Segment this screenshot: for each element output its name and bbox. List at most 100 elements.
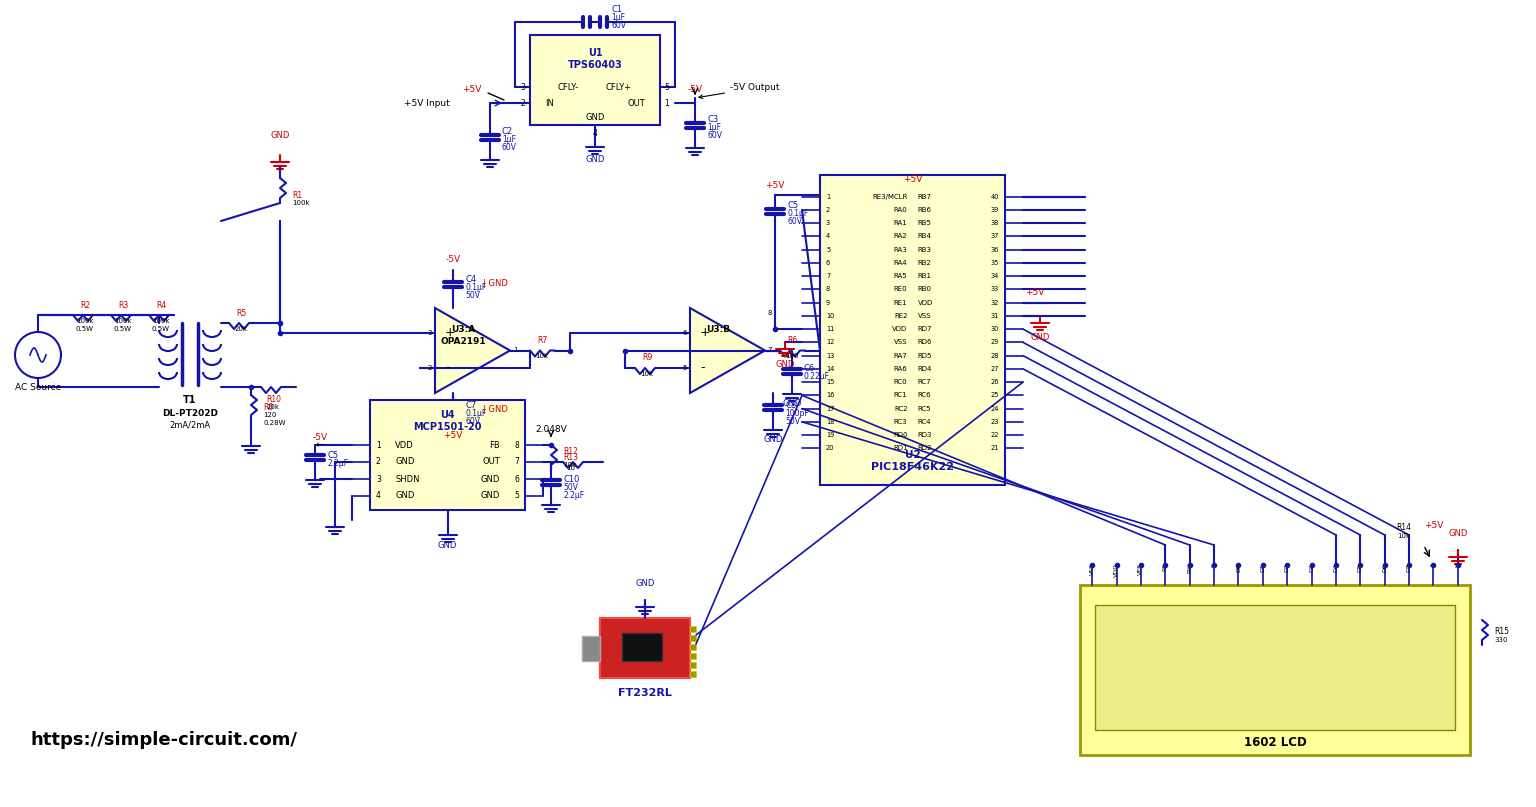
Text: A: A — [1432, 563, 1436, 567]
Text: GND: GND — [481, 491, 501, 500]
Text: RE0: RE0 — [894, 286, 908, 292]
Text: GND: GND — [585, 112, 605, 122]
Text: 2.048V: 2.048V — [535, 425, 567, 434]
Text: D3: D3 — [1309, 563, 1315, 572]
Text: RC5: RC5 — [917, 406, 931, 412]
Text: 36: 36 — [991, 247, 998, 253]
Text: 2: 2 — [429, 365, 432, 371]
Text: 38: 38 — [991, 220, 998, 226]
Text: RC0: RC0 — [894, 379, 908, 385]
Text: R3: R3 — [118, 300, 127, 310]
Bar — [1095, 605, 1455, 730]
Text: 50V: 50V — [564, 483, 578, 492]
Text: 7: 7 — [768, 348, 773, 353]
Text: DL-PT202D: DL-PT202D — [161, 408, 218, 417]
Text: | GND: | GND — [482, 279, 508, 288]
Text: -: - — [700, 362, 705, 374]
Text: GND: GND — [636, 579, 654, 587]
Text: D2: D2 — [1284, 563, 1290, 572]
Text: R5: R5 — [237, 308, 247, 317]
Bar — [1080, 585, 1470, 755]
Text: 31: 31 — [991, 313, 998, 319]
Text: -5V: -5V — [688, 86, 702, 94]
Text: GND: GND — [776, 360, 794, 369]
Text: RB0: RB0 — [917, 286, 931, 292]
Text: GND: GND — [1448, 529, 1467, 537]
Text: 19: 19 — [826, 432, 834, 438]
Text: 100pF: 100pF — [785, 408, 809, 417]
Text: 60V: 60V — [611, 20, 627, 30]
Text: VEE: VEE — [1138, 563, 1143, 575]
Text: 1µF: 1µF — [611, 12, 625, 22]
Text: 10k: 10k — [564, 462, 576, 468]
Text: RE2: RE2 — [894, 313, 908, 319]
Text: RB4: RB4 — [917, 233, 931, 240]
Text: C1: C1 — [611, 5, 622, 14]
Text: 26: 26 — [991, 379, 998, 385]
Text: RA0: RA0 — [894, 207, 908, 213]
Text: E: E — [1212, 563, 1217, 567]
Bar — [690, 671, 696, 677]
Text: 9: 9 — [826, 299, 829, 306]
Text: 29: 29 — [991, 340, 998, 345]
Text: 14: 14 — [826, 366, 834, 372]
Text: CFLY-: CFLY- — [558, 82, 579, 91]
Text: 4: 4 — [376, 491, 381, 500]
Text: 4: 4 — [826, 233, 831, 240]
Text: T1: T1 — [183, 395, 197, 405]
Text: R1: R1 — [292, 190, 303, 199]
Text: +: + — [700, 327, 711, 340]
Text: RA5: RA5 — [894, 273, 908, 279]
Text: RA4: RA4 — [894, 260, 908, 266]
Text: 330: 330 — [1495, 637, 1507, 643]
Bar — [370, 400, 525, 510]
Text: RD6: RD6 — [917, 340, 932, 345]
Text: RA6: RA6 — [894, 366, 908, 372]
Bar — [690, 644, 696, 650]
Text: 34: 34 — [991, 273, 998, 279]
Text: GND: GND — [782, 399, 802, 408]
Text: 1µF: 1µF — [707, 123, 720, 132]
Text: +5V: +5V — [462, 86, 482, 94]
Text: D0: D0 — [1236, 563, 1241, 571]
Polygon shape — [435, 308, 510, 393]
Text: 15: 15 — [826, 379, 834, 385]
Text: RB6: RB6 — [917, 207, 931, 213]
Text: U3:B: U3:B — [707, 325, 730, 334]
Text: CFLY+: CFLY+ — [605, 82, 631, 91]
Text: VDD: VDD — [892, 326, 908, 332]
Text: RB7: RB7 — [917, 194, 931, 199]
Bar — [582, 636, 601, 661]
Text: RC3: RC3 — [894, 419, 908, 424]
Text: ←: ← — [316, 440, 324, 450]
Text: +5V: +5V — [444, 430, 462, 440]
Text: VSS: VSS — [917, 313, 931, 319]
Text: R12: R12 — [564, 448, 579, 457]
Text: 30: 30 — [991, 326, 998, 332]
Text: C2: C2 — [502, 128, 513, 136]
Text: 100k: 100k — [77, 318, 94, 324]
Text: RB2: RB2 — [917, 260, 931, 266]
Text: R9: R9 — [642, 353, 653, 362]
Text: +5V: +5V — [765, 181, 785, 190]
Text: RB5: RB5 — [917, 220, 931, 226]
Text: 0.28W: 0.28W — [263, 420, 286, 426]
Text: SHDN: SHDN — [395, 475, 419, 483]
Text: U4: U4 — [441, 410, 455, 420]
Bar — [601, 618, 690, 678]
Text: AC Source: AC Source — [15, 383, 61, 392]
Text: GND: GND — [481, 475, 501, 483]
Text: 60V: 60V — [786, 216, 802, 225]
Text: RD1: RD1 — [892, 445, 908, 451]
Text: TPS60403: TPS60403 — [568, 60, 622, 70]
Text: VDD: VDD — [395, 441, 413, 449]
Text: R7: R7 — [538, 336, 547, 345]
Text: RA1: RA1 — [894, 220, 908, 226]
Text: D7: D7 — [1407, 563, 1412, 572]
Text: U2: U2 — [905, 450, 920, 460]
Text: RA2: RA2 — [894, 233, 908, 240]
Text: -: - — [445, 362, 450, 374]
Text: RE1: RE1 — [894, 299, 908, 306]
Text: VDD: VDD — [1114, 563, 1120, 577]
Text: 2: 2 — [376, 458, 381, 466]
